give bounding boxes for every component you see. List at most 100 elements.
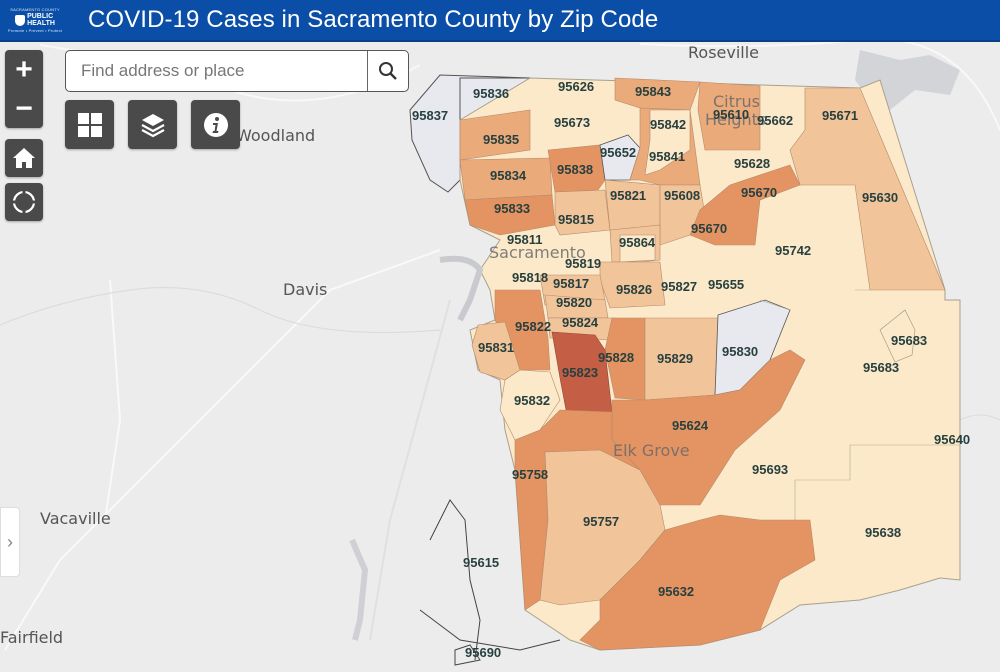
zip-label: 95830: [722, 344, 758, 359]
zip-95815[interactable]: [554, 189, 611, 236]
zip-95864[interactable]: [619, 234, 656, 263]
city-vacaville: Vacaville: [40, 509, 111, 528]
zip-label: 95615: [463, 555, 499, 570]
zip-label: 95831: [478, 340, 514, 355]
home-icon: [13, 148, 35, 168]
zoom-control: + −: [5, 50, 43, 128]
map-view[interactable]: Roseville Woodland Citrus Heights Sacram…: [0, 42, 1000, 672]
zip-label: 95826: [616, 282, 652, 297]
zip-label: 95624: [672, 418, 709, 433]
zip-label: 95670: [741, 185, 777, 200]
zip-label: 95815: [558, 212, 594, 227]
zip-label: 95818: [512, 270, 548, 285]
logo-line1: PUBLIC: [27, 13, 54, 20]
zip-label: 95638: [865, 525, 901, 540]
zip-label: 95838: [557, 162, 593, 177]
zip-choropleth[interactable]: Roseville Woodland Citrus Heights Sacram…: [0, 42, 1000, 672]
zip-label: 95742: [775, 243, 811, 258]
zip-95670[interactable]: [689, 164, 801, 246]
zip-label: 95610: [713, 107, 749, 122]
zip-label: 95820: [556, 295, 592, 310]
search-input[interactable]: [66, 51, 367, 91]
side-panel-toggle[interactable]: ›: [0, 507, 20, 577]
zip-label: 95827: [661, 279, 697, 294]
zip-label: 95632: [658, 584, 694, 599]
search-widget: [65, 50, 409, 92]
logo-tagline: Promote • Prevent • Protect: [7, 28, 63, 33]
zip-95828[interactable]: [604, 317, 646, 401]
zip-label: 95683: [891, 333, 927, 348]
zip-label: 95662: [757, 113, 793, 128]
zip-label: 95670: [691, 221, 727, 236]
zip-label: 95837: [412, 108, 448, 123]
city-heights: Heights: [705, 110, 766, 129]
public-health-logo: SACRAMENTO COUNTY PUBLIC HEALTH Promote …: [0, 0, 70, 41]
zip-label: 95841: [649, 149, 685, 164]
logo-top-text: SACRAMENTO COUNTY: [10, 7, 60, 12]
zip-labels: 95626 95843 95836 95837 95673 95842 9561…: [412, 79, 970, 660]
city-fairfield: Fairfield: [0, 628, 63, 647]
page-title: COVID-19 Cases in Sacramento County by Z…: [88, 6, 659, 33]
zip-label: 95833: [494, 201, 530, 216]
zip-95838[interactable]: [547, 144, 606, 193]
zip-label: 95652: [600, 145, 636, 160]
basemap-gallery-button[interactable]: [65, 100, 114, 149]
zip-label: 95822: [515, 319, 551, 334]
zip-95842[interactable]: [644, 109, 691, 176]
zoom-out-button[interactable]: −: [15, 91, 33, 125]
home-button[interactable]: [5, 139, 43, 177]
zip-label: 95824: [562, 315, 599, 330]
zip-label: 95608: [664, 188, 700, 203]
search-icon: [379, 62, 397, 80]
zip-label: 95843: [635, 84, 671, 99]
zip-95833[interactable]: [464, 194, 556, 236]
logo-line2: HEALTH: [27, 20, 55, 27]
zip-label: 95630: [862, 190, 898, 205]
app-header: SACRAMENTO COUNTY PUBLIC HEALTH Promote …: [0, 0, 1000, 42]
layers-icon: [140, 113, 165, 137]
zip-label: 95757: [583, 514, 619, 529]
zip-label: 95811: [507, 232, 542, 247]
crosshair-icon: [12, 190, 36, 214]
zip-95610[interactable]: [697, 81, 761, 151]
zip-label: 95693: [752, 462, 788, 477]
city-davis: Davis: [283, 280, 327, 299]
zip-95632[interactable]: [579, 514, 816, 651]
zip-label: 95819: [565, 256, 601, 271]
city-citrus: Citrus: [713, 92, 760, 111]
about-button[interactable]: [191, 100, 240, 149]
layer-list-button[interactable]: [128, 100, 177, 149]
city-sacramento: Sacramento: [489, 243, 586, 262]
zip-label: 95828: [598, 350, 634, 365]
zip-label: 95823: [562, 365, 598, 380]
zip-95630[interactable]: [789, 87, 946, 291]
info-icon: [203, 112, 228, 137]
zip-label: 95842: [650, 117, 686, 132]
zip-label: 95864: [619, 235, 656, 250]
city-roseville: Roseville: [688, 43, 759, 62]
zip-label: 95683: [863, 360, 899, 375]
zip-label: 95817: [553, 276, 589, 291]
zip-label: 95758: [512, 467, 548, 482]
zip-label: 95835: [483, 132, 519, 147]
zip-label: 95626: [558, 79, 594, 94]
zip-95835[interactable]: [459, 109, 531, 161]
zip-95832[interactable]: [499, 369, 561, 441]
zip-label: 95655: [708, 277, 744, 292]
city-elk-grove: Elk Grove: [613, 441, 690, 460]
search-button[interactable]: [367, 51, 408, 91]
zip-label: 95640: [934, 432, 970, 447]
locate-button[interactable]: [5, 183, 43, 221]
shield-icon: [15, 14, 26, 26]
city-woodland: Woodland: [236, 126, 315, 145]
zip-label: 95829: [657, 351, 693, 366]
zip-label: 95628: [734, 156, 770, 171]
zip-label: 95690: [465, 645, 501, 660]
city-labels: Roseville Woodland Citrus Heights Sacram…: [0, 43, 766, 647]
zip-label: 95836: [473, 86, 509, 101]
zip-label: 95834: [490, 168, 527, 183]
zoom-in-button[interactable]: +: [15, 52, 33, 86]
zip-label: 95673: [554, 115, 590, 130]
zip-label: 95821: [610, 188, 646, 203]
grid-icon: [77, 112, 102, 137]
